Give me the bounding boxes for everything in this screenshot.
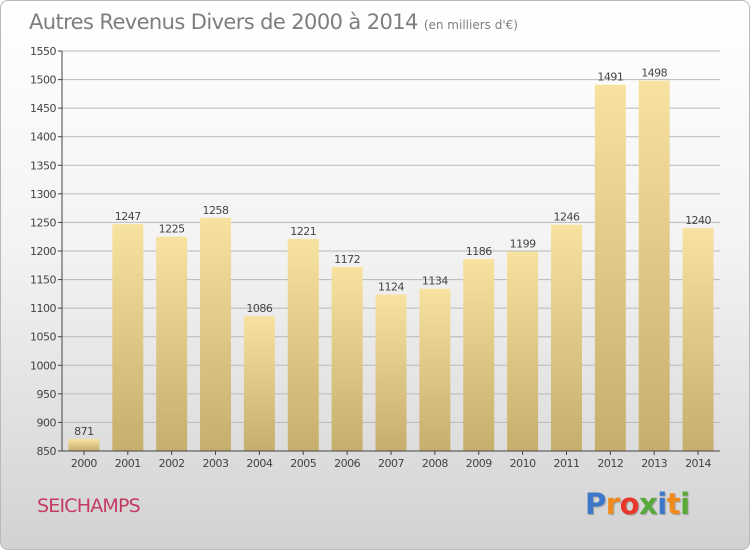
x-tick-label: 2000: [71, 457, 97, 470]
x-tick-label: 2014: [685, 457, 711, 470]
bar: [375, 294, 407, 451]
y-tick-label: 1100: [30, 302, 56, 315]
bar: [287, 239, 319, 451]
y-tick-label: 1350: [30, 159, 56, 172]
data-label: 1246: [553, 211, 579, 224]
bar: [331, 267, 363, 451]
data-label: 1124: [378, 280, 404, 293]
y-tick-label: 1000: [30, 359, 56, 372]
x-tick-label: 2007: [378, 457, 404, 470]
y-tick-label: 1050: [30, 331, 56, 344]
y-tick-label: 1550: [30, 45, 56, 58]
bar: [594, 84, 626, 451]
data-label: 1186: [466, 245, 492, 258]
data-label: 1134: [422, 275, 448, 288]
bar: [507, 251, 539, 451]
data-label: 1258: [203, 204, 229, 217]
y-tick-label: 850: [37, 445, 57, 458]
bar: [419, 288, 451, 451]
bar: [550, 224, 582, 451]
bar: [200, 217, 232, 451]
x-tick-label: 2009: [466, 457, 492, 470]
chart-title: Autres Revenus Divers de 2000 à 2014 (en …: [29, 10, 518, 34]
x-tick-label: 2006: [334, 457, 360, 470]
logo-letter: t: [666, 487, 681, 521]
y-tick-label: 900: [37, 416, 57, 429]
y-tick-label: 1450: [30, 102, 56, 115]
data-label: 1086: [246, 302, 272, 315]
proxiti-logo: Proxiti: [585, 487, 690, 521]
bar: [112, 224, 144, 451]
data-label: 871: [74, 425, 94, 438]
bar: [638, 80, 670, 451]
bar: [682, 228, 714, 451]
data-label: 1491: [597, 71, 623, 84]
y-tick-label: 1200: [30, 245, 56, 258]
y-tick-label: 1300: [30, 188, 56, 201]
x-tick-label: 2004: [246, 457, 272, 470]
commune-name: SEICHAMPS: [37, 495, 141, 517]
data-label: 1221: [290, 225, 316, 238]
logo-letter: i: [680, 487, 690, 521]
logo-letter: x: [639, 487, 658, 521]
x-tick-label: 2003: [203, 457, 229, 470]
data-label: 1225: [159, 223, 185, 236]
data-label: 1247: [115, 210, 141, 223]
data-label: 1172: [334, 253, 360, 266]
bar: [243, 316, 275, 451]
x-tick-label: 2001: [115, 457, 141, 470]
logo-letter: o: [619, 487, 640, 521]
bar: [463, 259, 495, 451]
data-label: 1199: [510, 238, 536, 251]
y-tick-label: 950: [37, 388, 57, 401]
logo-letter: r: [605, 487, 620, 521]
logo-letter: P: [585, 487, 606, 521]
x-tick-label: 2010: [510, 457, 536, 470]
x-tick-label: 2012: [597, 457, 623, 470]
x-tick-label: 2011: [553, 457, 579, 470]
y-tick-label: 1500: [30, 74, 56, 87]
x-tick-label: 2005: [290, 457, 316, 470]
chart-title-text: Autres Revenus Divers de 2000 à 2014: [29, 10, 418, 34]
chart-subtitle: (en milliers d'€): [423, 18, 518, 32]
logo-letter: i: [657, 487, 667, 521]
bar: [68, 439, 100, 451]
x-tick-label: 2002: [159, 457, 185, 470]
y-tick-label: 1150: [30, 274, 56, 287]
data-label: 1240: [685, 214, 711, 227]
bar: [156, 236, 188, 451]
x-tick-label: 2008: [422, 457, 448, 470]
data-label: 1498: [641, 67, 667, 80]
x-tick-label: 2013: [641, 457, 667, 470]
y-tick-label: 1250: [30, 216, 56, 229]
y-tick-label: 1400: [30, 131, 56, 144]
